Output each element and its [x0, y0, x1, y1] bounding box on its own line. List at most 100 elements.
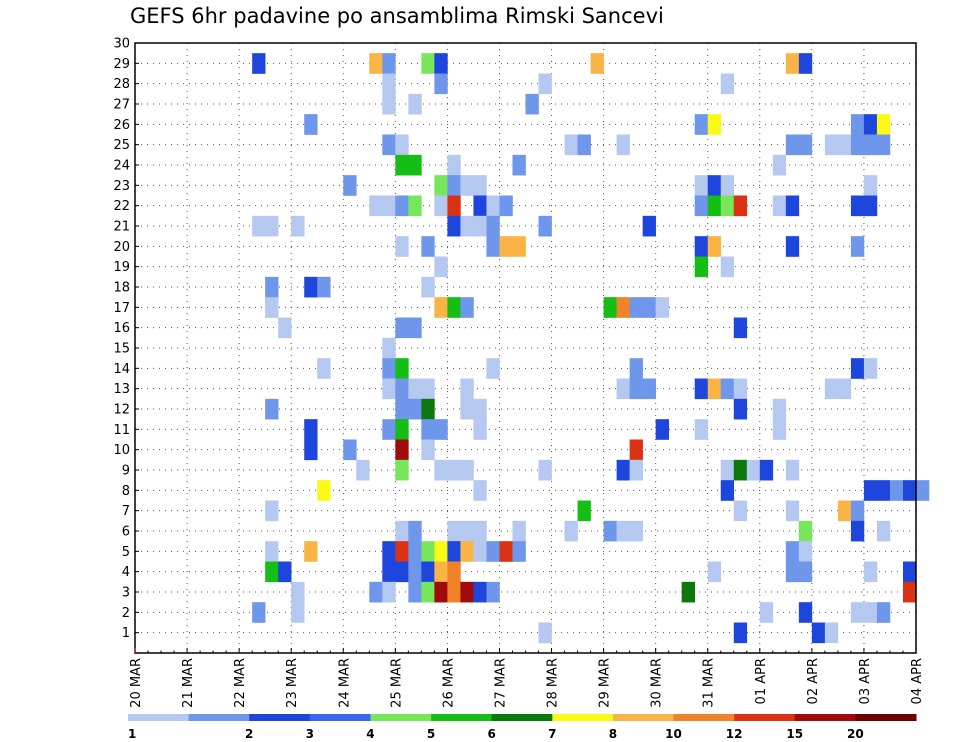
- x-tick-label: 27 MAR: [493, 658, 508, 708]
- heatmap-cell: [382, 581, 396, 603]
- heatmap-cell: [902, 561, 917, 583]
- y-tick-label: 12: [113, 403, 130, 418]
- x-tick-label: 24 MAR: [337, 658, 352, 708]
- heatmap-cell: [252, 215, 266, 237]
- heatmap-cell: [460, 378, 474, 400]
- heatmap-cell: [382, 93, 396, 115]
- heatmap-cell: [265, 541, 279, 562]
- x-tick-label: 31 MAR: [702, 658, 717, 708]
- colorbar-swatch: [794, 714, 856, 721]
- x-tick-label: 26 MAR: [441, 658, 456, 708]
- heatmap-cell: [434, 256, 448, 278]
- heatmap-cell: [382, 337, 396, 359]
- heatmap-cell: [629, 459, 643, 481]
- x-axis: 20 MAR 21 MAR 22 MAR 23 MAR 24 MAR 25 MAR 26 M…: [129, 648, 925, 708]
- heatmap-cell: [304, 439, 318, 461]
- heatmap-cell: [434, 561, 448, 583]
- heatmap-cell: [343, 439, 357, 461]
- heatmap-cell: [304, 541, 318, 562]
- heatmap-cell: [876, 480, 891, 501]
- heatmap-cell: [811, 622, 826, 644]
- heatmap-cell: [772, 195, 787, 217]
- heatmap-cell: [785, 134, 800, 156]
- heatmap-cell: [863, 561, 878, 583]
- heatmap-cell: [538, 215, 552, 237]
- heatmap-cell: [837, 500, 852, 522]
- heatmap-cell: [681, 581, 696, 603]
- heatmap-cell: [304, 114, 318, 135]
- x-tick-label: 02 APR: [806, 658, 821, 704]
- x-tick-label: 20 MAR: [129, 658, 144, 708]
- heatmap-cell: [304, 419, 318, 440]
- heatmap-cell: [629, 358, 643, 379]
- heatmap-cell: [382, 561, 396, 583]
- colorbar-label: 1: [128, 727, 136, 741]
- heatmap-cell: [707, 236, 722, 257]
- heatmap-cell: [512, 154, 526, 176]
- heatmap-cell: [720, 480, 735, 501]
- heatmap-cell: [720, 256, 735, 278]
- heatmap-cell: [434, 73, 448, 95]
- heatmap-cell: [382, 358, 396, 379]
- heatmap-cell: [733, 398, 748, 420]
- heatmap-cell: [395, 419, 409, 440]
- heatmap-cell: [512, 541, 526, 562]
- heatmap-cell: [798, 134, 813, 156]
- colorbar-label: 10: [665, 727, 682, 741]
- heatmap-cell: [473, 480, 487, 501]
- heatmap-cell: [655, 419, 669, 440]
- heatmap-cell: [759, 602, 774, 623]
- y-tick-label: 2: [122, 606, 130, 621]
- heatmap-cell: [785, 561, 800, 583]
- heatmap-cell: [798, 602, 813, 623]
- heatmap-cell: [863, 358, 878, 379]
- heatmap-cell: [720, 195, 735, 217]
- colorbar-swatch: [734, 714, 796, 721]
- colorbar-label: 20: [847, 727, 864, 741]
- heatmap-cell: [564, 520, 578, 542]
- heatmap-cell: [824, 134, 839, 156]
- heatmap-cell: [720, 175, 735, 196]
- heatmap-cell: [473, 398, 487, 420]
- heatmap-cell: [525, 93, 539, 115]
- heatmap-cell: [395, 561, 409, 583]
- heatmap-cell: [629, 378, 643, 400]
- heatmap-cell: [460, 398, 474, 420]
- heatmap-cell: [447, 215, 461, 237]
- heatmap-cell: [720, 459, 735, 481]
- heatmap-cell: [720, 73, 735, 95]
- heatmap-cell: [707, 378, 722, 400]
- colorbar-label: 15: [786, 727, 803, 741]
- heatmap-cell: [421, 541, 435, 562]
- heatmap-cell: [265, 561, 279, 583]
- heatmap-cell: [876, 602, 891, 623]
- heatmap-cell: [616, 134, 630, 156]
- heatmap-cell: [408, 317, 422, 339]
- heatmap-cell: [408, 541, 422, 562]
- heatmap-cell: [395, 541, 409, 562]
- heatmap-cell: [850, 236, 865, 257]
- heatmap-cell: [447, 154, 461, 176]
- colorbar-swatch: [370, 714, 432, 721]
- heatmap-cell: [916, 480, 930, 501]
- heatmap-cell: [629, 520, 643, 542]
- heatmap-cell: [707, 114, 722, 135]
- heatmap-cell: [733, 500, 748, 522]
- heatmap-cell: [447, 520, 461, 542]
- heatmap-cell: [265, 215, 279, 237]
- heatmap-cell: [616, 297, 630, 318]
- colorbar-swatch: [309, 714, 371, 721]
- heatmap-cell: [460, 175, 474, 196]
- heatmap-cell: [291, 215, 305, 237]
- heatmap-cell: [785, 53, 800, 74]
- y-tick-label: 23: [113, 179, 130, 194]
- y-tick-label: 29: [113, 57, 130, 72]
- x-tick-label: 01 APR: [754, 658, 769, 704]
- colorbar-swatch: [188, 714, 250, 721]
- colorbar-label: 2: [245, 727, 253, 741]
- heatmap-cell: [395, 236, 409, 257]
- heatmap-cell: [434, 175, 448, 196]
- y-axis: 1234567891011121314151617181920212223242…: [113, 37, 139, 641]
- heatmap-cell: [265, 276, 279, 298]
- heatmap-cell: [863, 602, 878, 623]
